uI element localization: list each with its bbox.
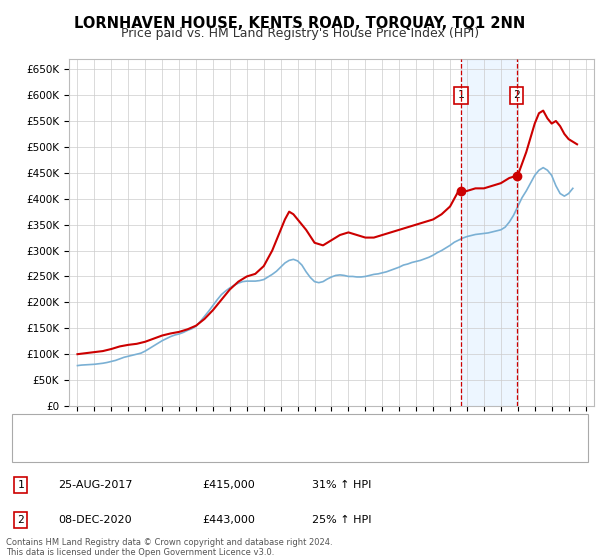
Text: 1: 1 xyxy=(17,480,24,490)
Text: Contains HM Land Registry data © Crown copyright and database right 2024.
This d: Contains HM Land Registry data © Crown c… xyxy=(6,538,332,557)
Text: 25% ↑ HPI: 25% ↑ HPI xyxy=(311,515,371,525)
Text: £415,000: £415,000 xyxy=(202,480,255,490)
FancyBboxPatch shape xyxy=(12,414,588,462)
Text: 2: 2 xyxy=(513,90,520,100)
Text: 31% ↑ HPI: 31% ↑ HPI xyxy=(311,480,371,490)
Text: 25-AUG-2017: 25-AUG-2017 xyxy=(58,480,133,490)
Text: HPI: Average price, detached house, Torbay: HPI: Average price, detached house, Torb… xyxy=(55,444,283,454)
Text: LORNHAVEN HOUSE, KENTS ROAD, TORQUAY, TQ1 2NN (detached house): LORNHAVEN HOUSE, KENTS ROAD, TORQUAY, TQ… xyxy=(55,423,438,433)
Text: 1: 1 xyxy=(458,90,464,100)
Text: 08-DEC-2020: 08-DEC-2020 xyxy=(58,515,132,525)
Text: LORNHAVEN HOUSE, KENTS ROAD, TORQUAY, TQ1 2NN: LORNHAVEN HOUSE, KENTS ROAD, TORQUAY, TQ… xyxy=(74,16,526,31)
Text: Price paid vs. HM Land Registry's House Price Index (HPI): Price paid vs. HM Land Registry's House … xyxy=(121,27,479,40)
Bar xyxy=(461,59,517,406)
Text: £443,000: £443,000 xyxy=(202,515,255,525)
Text: 2: 2 xyxy=(17,515,24,525)
